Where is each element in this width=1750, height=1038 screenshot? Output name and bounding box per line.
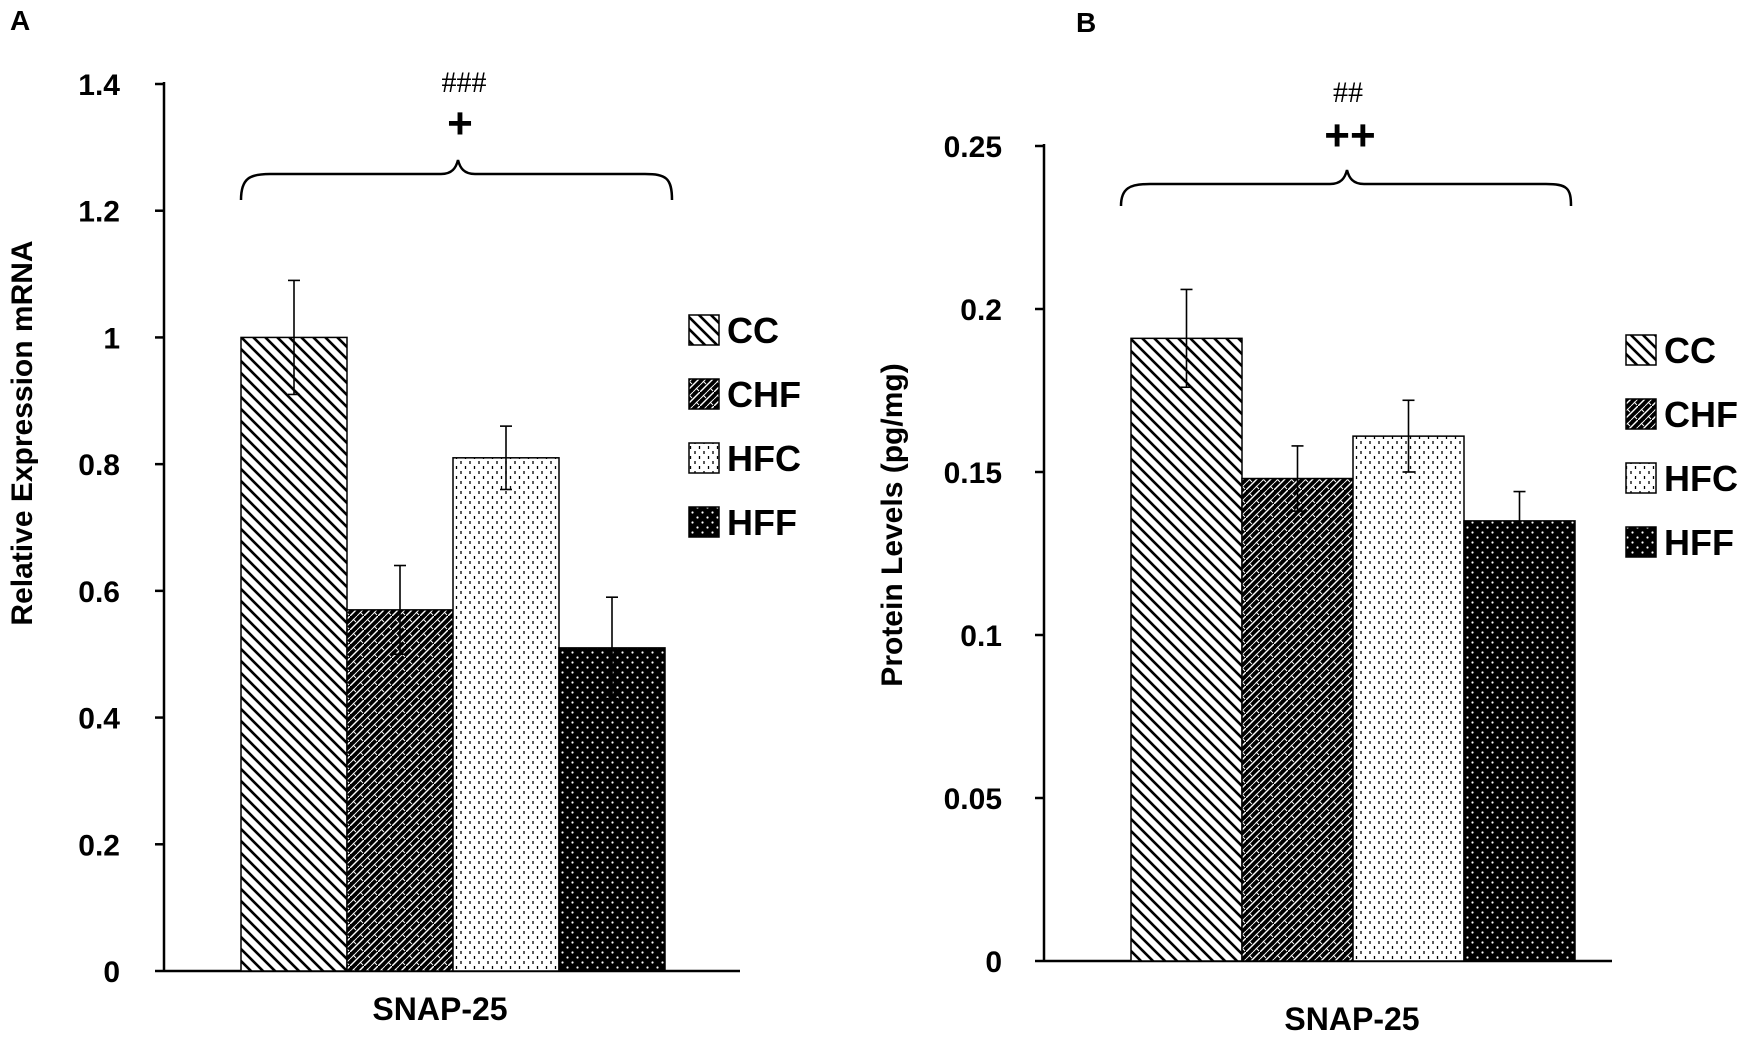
bars-b [1130, 288, 1576, 962]
legend-label-cc: CC [727, 310, 779, 351]
panel-a: A Relative Expression mRNA 0 0.2 0.4 0.6 0.8… [6, 5, 801, 1027]
legend-label-hff: HFF [1664, 522, 1734, 563]
legend-swatch-hff [688, 506, 720, 538]
error-bar-hfc [1402, 399, 1415, 473]
panel-label-a: A [10, 5, 30, 36]
bar-chf [1241, 477, 1354, 962]
bar-hff [558, 647, 666, 972]
y-tick-label: 0 [103, 956, 120, 989]
legend-label-hff: HFF [727, 502, 797, 543]
y-tick-label: 1 [103, 322, 120, 355]
y-tick-label: 0.2 [960, 294, 1002, 327]
y-axis-label-b: Protein Levels (pg/mg) [876, 363, 909, 686]
legend-item-hff: HFF [688, 502, 797, 543]
x-axis-label-b: SNAP-25 [1284, 1001, 1419, 1037]
legend-label-cc: CC [1664, 330, 1716, 371]
error-bar-hff [1513, 490, 1526, 552]
significance-plus-b: ++ [1324, 111, 1375, 160]
legend-item-cc: CC [1625, 330, 1716, 371]
legend-swatch-hff [1625, 526, 1657, 558]
legend-item-hff: HFF [1625, 522, 1734, 563]
legend-item-chf: CHF [1625, 394, 1738, 435]
panel-label-b: B [1076, 7, 1096, 38]
error-bar-cc [288, 279, 300, 396]
significance-plus-a: + [447, 99, 473, 148]
error-bar-hfc [500, 425, 512, 491]
legend-swatch-cc [688, 314, 720, 346]
legend-swatch-chf [688, 378, 720, 410]
legend-swatch-hfc [688, 442, 720, 474]
error-bar-chf [1291, 445, 1304, 512]
legend-label-hfc: HFC [1664, 458, 1738, 499]
y-tick-label: 0.15 [944, 457, 1002, 490]
y-tick-label: 0.1 [960, 620, 1002, 653]
y-tick-label: 0.2 [78, 829, 120, 862]
bar-hff [1463, 520, 1576, 962]
legend-item-chf: CHF [688, 374, 801, 415]
y-tick-label: 0 [985, 946, 1002, 979]
legend-a: CC CHF HFC HFF [688, 310, 801, 543]
legend-item-cc: CC [688, 310, 779, 351]
bar-cc [1130, 337, 1243, 962]
y-axis-a: 0 0.2 0.4 0.6 0.8 1 1.2 1.4 [78, 69, 740, 989]
bar-hfc [1352, 435, 1465, 962]
bar-hfc [452, 457, 560, 972]
panel-b: B Protein Levels (pg/mg) 0 0.05 0.1 0.15 0.2… [876, 7, 1738, 1037]
y-tick-label: 0.6 [78, 576, 120, 609]
significance-hash-b: ## [1333, 76, 1363, 109]
error-bar-chf [394, 564, 406, 656]
x-axis-label-a: SNAP-25 [372, 991, 507, 1027]
legend-label-hfc: HFC [727, 438, 801, 479]
significance-hash-a: ### [442, 66, 487, 99]
error-bar-cc [1180, 288, 1193, 389]
legend-label-chf: CHF [727, 374, 801, 415]
significance-bracket-a [239, 159, 674, 201]
legend-swatch-cc [1625, 334, 1657, 366]
y-tick-label: 1.2 [78, 196, 120, 229]
y-tick-label: 1.4 [78, 69, 120, 102]
legend-item-hfc: HFC [1625, 458, 1738, 499]
bar-chf [346, 609, 454, 972]
y-axis-label-a: Relative Expression mRNA [6, 240, 39, 625]
error-bar-hff [606, 596, 618, 700]
bar-cc [240, 336, 348, 972]
y-tick-label: 0.25 [944, 131, 1002, 164]
y-tick-label: 0.05 [944, 783, 1002, 816]
legend-item-hfc: HFC [688, 438, 801, 479]
legend-label-chf: CHF [1664, 394, 1738, 435]
bars-a [240, 279, 666, 972]
y-tick-label: 0.4 [78, 703, 120, 736]
significance-bracket-b [1119, 169, 1573, 207]
legend-swatch-hfc [1625, 462, 1657, 494]
legend-swatch-chf [1625, 398, 1657, 430]
y-tick-label: 0.8 [78, 449, 120, 482]
legend-b: CC CHF HFC HFF [1625, 330, 1738, 563]
